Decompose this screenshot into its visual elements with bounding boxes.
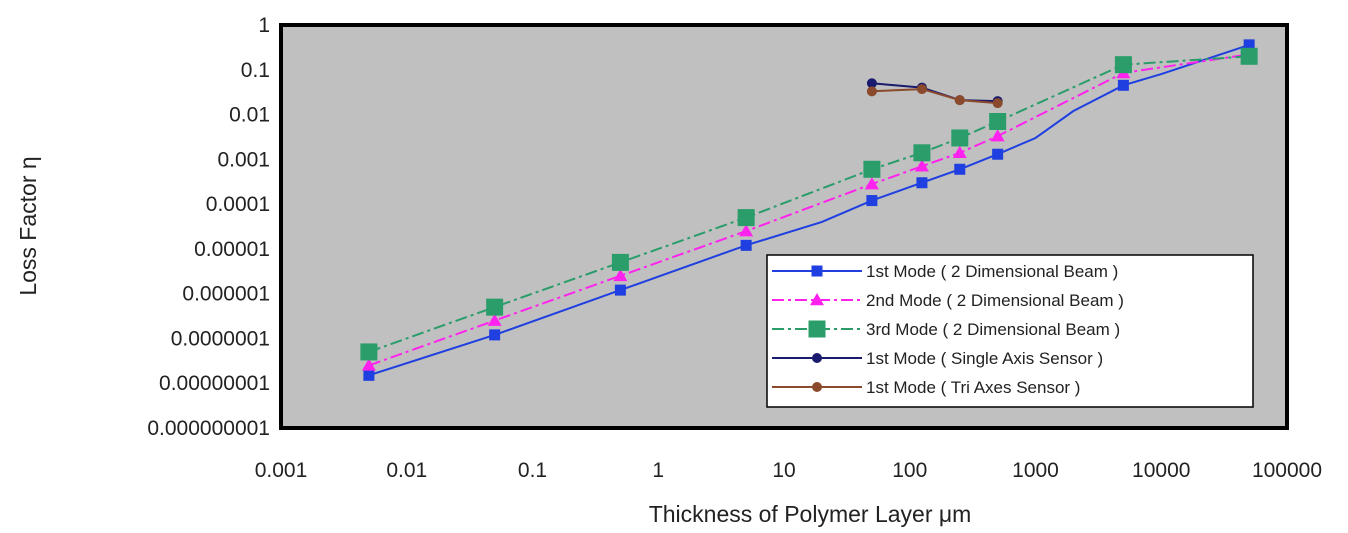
x-tick-label: 10000 (1132, 459, 1190, 482)
data-point (989, 112, 1007, 130)
data-point (954, 95, 965, 106)
data-point (363, 369, 375, 381)
series-line (871, 88, 998, 105)
series-line (368, 55, 1250, 353)
data-point (916, 84, 927, 95)
series-line (368, 43, 1250, 377)
legend-label: 2nd Mode ( 2 Dimensional Beam ) (866, 291, 1124, 310)
x-tick-label: 1000 (1012, 459, 1059, 482)
data-point (866, 195, 878, 207)
data-point (863, 160, 881, 178)
x-tick-label: 0.1 (518, 459, 547, 482)
data-point (1117, 79, 1129, 91)
y-tick-label: 0.001 (217, 148, 270, 171)
x-axis-title: Thickness of Polymer Layer μm (649, 501, 972, 527)
data-point (952, 145, 967, 159)
series-1st-mode-tri-axes-sensor (866, 84, 1003, 109)
data-point (954, 163, 966, 175)
legend-label: 1st Mode ( Single Axis Sensor ) (866, 349, 1103, 368)
data-point (1243, 39, 1255, 51)
legend: 1st Mode ( 2 Dimensional Beam ) 2nd Mode … (766, 254, 1254, 408)
data-point (866, 86, 877, 97)
data-point (914, 159, 929, 172)
legend-label: 3rd Mode ( 2 Dimensional Beam ) (866, 320, 1120, 339)
data-point (992, 98, 1003, 109)
x-tick-label: 0.01 (386, 459, 427, 482)
x-tick-label: 1 (652, 459, 664, 482)
legend-label: 1st Mode ( Tri Axes Sensor ) (866, 378, 1080, 397)
data-point (613, 268, 628, 282)
data-point (614, 284, 626, 296)
data-point (360, 343, 378, 361)
data-point (951, 129, 969, 147)
data-point (361, 358, 376, 371)
data-point (611, 253, 629, 271)
data-point (913, 144, 931, 162)
y-tick-label: 0.01 (229, 104, 270, 127)
series-3rd-mode-2-dimensional-beam (360, 47, 1258, 361)
y-tick-label: 0.0000001 (171, 327, 270, 350)
y-tick-label: 0.1 (241, 59, 270, 82)
data-point (864, 177, 879, 190)
legend-swatch-marker (808, 320, 826, 338)
series-line (368, 53, 1250, 367)
data-point (1114, 56, 1132, 74)
data-point (487, 313, 502, 326)
data-point (739, 224, 754, 237)
y-tick-label: 0.000000001 (147, 417, 270, 440)
data-point (990, 129, 1005, 142)
legend-box (766, 254, 1254, 408)
legend-swatch-marker (812, 382, 822, 392)
y-tick-label: 0.000001 (182, 283, 270, 306)
series-layer (360, 39, 1258, 381)
data-point (489, 329, 501, 341)
data-point (737, 209, 755, 227)
x-axis-ticks: 0.001 0.01 0.1 1 10 100 1000 10000 100000 (255, 459, 1322, 482)
y-tick-label: 0.0001 (206, 193, 270, 216)
data-point (1240, 47, 1258, 65)
data-point (992, 148, 1004, 160)
data-point (740, 239, 752, 251)
y-tick-label: 1 (258, 14, 270, 37)
y-tick-label: 0.00000001 (159, 372, 270, 395)
series-2nd-mode-2-dimensional-beam (361, 47, 1257, 371)
series-1st-mode-2-dimensional-beam (363, 39, 1255, 381)
y-axis-ticks: 1 0.1 0.01 0.001 0.0001 0.00001 0.000001 0.0000… (147, 14, 270, 440)
y-axis-title: Loss Factor η (15, 156, 41, 295)
x-tick-label: 100 (892, 459, 927, 482)
x-tick-label: 100000 (1252, 459, 1322, 482)
legend-swatch-marker (810, 293, 824, 306)
data-point (486, 298, 504, 316)
x-tick-label: 0.001 (255, 459, 308, 482)
legend-label: 1st Mode ( 2 Dimensional Beam ) (866, 262, 1118, 281)
legend-swatch-marker (811, 265, 823, 277)
x-tick-label: 10 (772, 459, 795, 482)
data-point (916, 177, 928, 189)
y-tick-label: 0.00001 (194, 238, 270, 261)
data-point (866, 78, 877, 89)
legend-swatch-marker (812, 353, 822, 363)
